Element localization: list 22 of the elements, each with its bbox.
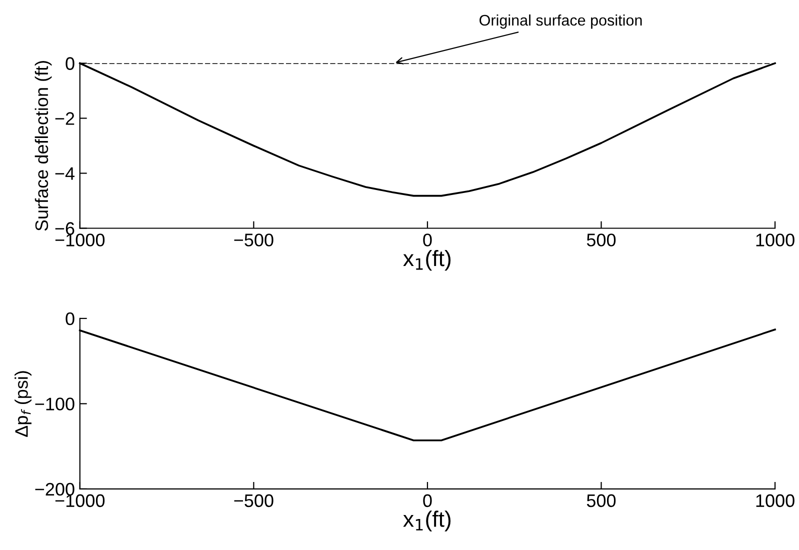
x-axis-title: x$_{1}$(ft) xyxy=(403,510,451,532)
y-axis-title: Δp$_{f}$ (psi) xyxy=(14,371,32,437)
annotation: Original surface position xyxy=(480,14,642,29)
x-tick-label: −1000 xyxy=(55,494,105,508)
x-tick-label: 500 xyxy=(586,234,616,246)
y-tick-label: −100 xyxy=(35,398,74,410)
y-tick-label: −6 xyxy=(55,222,74,235)
y-tick-label: 0 xyxy=(66,57,74,70)
y-tick-label: −200 xyxy=(35,482,74,496)
y-tick-label: −4 xyxy=(55,167,75,180)
y-axis-title: Surface deflection (ft) xyxy=(34,61,52,231)
x-tick-label: 0 xyxy=(423,234,432,246)
y-tick-label: 0 xyxy=(66,312,74,326)
x-tick-label: −500 xyxy=(234,494,274,508)
x-tick-label: 500 xyxy=(586,494,616,508)
x-axis-title: x$_{1}$(ft) xyxy=(403,250,451,271)
x-tick-label: −1000 xyxy=(55,234,105,246)
x-tick-label: −500 xyxy=(234,234,274,246)
x-tick-label: 1000 xyxy=(756,234,794,246)
y-tick-label: −2 xyxy=(55,112,74,125)
x-tick-label: 1000 xyxy=(756,494,794,508)
x-tick-label: 0 xyxy=(423,494,432,508)
